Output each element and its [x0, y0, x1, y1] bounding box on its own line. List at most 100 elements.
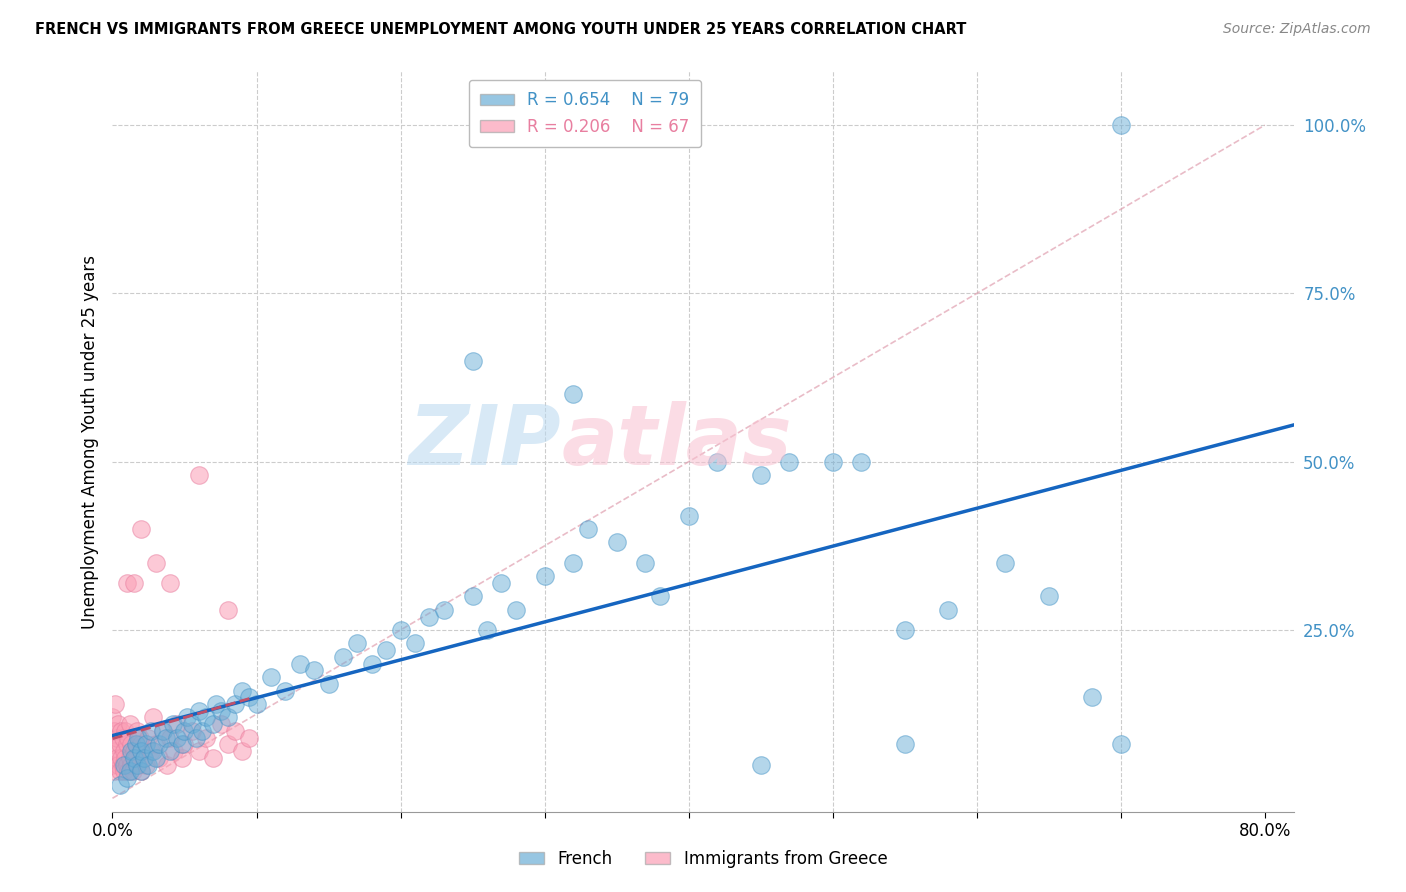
Point [166, 731, 188, 745]
Point [108, 764, 131, 779]
Point [134, 751, 156, 765]
Point [114, 751, 136, 765]
Point [195, 731, 218, 745]
Point [176, 710, 198, 724]
Point [142, 710, 165, 724]
Point [159, 744, 181, 758]
Point [127, 731, 149, 745]
Point [124, 751, 146, 765]
Point [288, 657, 311, 671]
Point [166, 717, 188, 731]
Point [112, 744, 135, 758]
Point [205, 697, 228, 711]
Point [120, 757, 142, 772]
Point [418, 609, 440, 624]
Point [851, 455, 873, 469]
Point [648, 590, 671, 604]
Point [170, 751, 193, 765]
Point [138, 757, 160, 772]
Point [238, 731, 260, 745]
Point [101, 738, 124, 752]
Point [156, 757, 179, 772]
Text: FRENCH VS IMMIGRANTS FROM GREECE UNEMPLOYMENT AMONG YOUTH UNDER 25 YEARS CORRELA: FRENCH VS IMMIGRANTS FROM GREECE UNEMPLO… [35, 22, 966, 37]
Point [533, 569, 555, 583]
Point [893, 623, 915, 637]
Point [159, 731, 181, 745]
Point [678, 508, 700, 523]
Y-axis label: Unemployment Among Youth under 25 years: Unemployment Among Youth under 25 years [80, 254, 98, 629]
Point [129, 522, 152, 536]
Point [170, 738, 193, 752]
Point [115, 771, 138, 785]
Point [1109, 738, 1132, 752]
Point [706, 455, 728, 469]
Point [1109, 118, 1132, 132]
Point [115, 757, 138, 772]
Point [125, 723, 148, 738]
Point [202, 717, 225, 731]
Point [749, 757, 772, 772]
Point [180, 717, 202, 731]
Point [162, 717, 184, 731]
Point [115, 575, 138, 590]
Point [491, 575, 513, 590]
Point [195, 710, 218, 724]
Point [173, 738, 195, 752]
Point [104, 744, 127, 758]
Point [118, 717, 141, 731]
Point [101, 710, 124, 724]
Point [101, 757, 124, 772]
Point [108, 778, 131, 792]
Point [120, 744, 142, 758]
Point [121, 764, 143, 779]
Point [141, 723, 163, 738]
Point [475, 623, 498, 637]
Point [148, 738, 170, 752]
Point [117, 731, 139, 745]
Point [318, 677, 340, 691]
Point [135, 738, 157, 752]
Point [163, 744, 186, 758]
Point [224, 723, 246, 738]
Point [202, 751, 225, 765]
Point [238, 690, 260, 705]
Text: Source: ZipAtlas.com: Source: ZipAtlas.com [1223, 22, 1371, 37]
Point [1038, 590, 1060, 604]
Legend: R = 0.654    N = 79, R = 0.206    N = 67: R = 0.654 N = 79, R = 0.206 N = 67 [468, 79, 702, 147]
Point [142, 744, 165, 758]
Point [209, 717, 232, 731]
Point [134, 751, 156, 765]
Point [129, 764, 152, 779]
Point [245, 697, 267, 711]
Point [1081, 690, 1104, 705]
Point [778, 455, 800, 469]
Point [606, 535, 628, 549]
Point [141, 744, 163, 758]
Point [108, 738, 131, 752]
Point [110, 751, 132, 765]
Point [125, 757, 148, 772]
Point [209, 704, 232, 718]
Legend: French, Immigrants from Greece: French, Immigrants from Greece [512, 844, 894, 875]
Point [187, 744, 209, 758]
Point [936, 603, 959, 617]
Point [152, 723, 174, 738]
Point [145, 738, 167, 752]
Point [231, 744, 253, 758]
Point [118, 764, 141, 779]
Point [138, 731, 160, 745]
Point [433, 603, 456, 617]
Point [634, 556, 657, 570]
Point [173, 723, 195, 738]
Point [117, 764, 139, 779]
Point [461, 353, 484, 368]
Point [103, 764, 125, 779]
Point [749, 468, 772, 483]
Point [302, 664, 325, 678]
Point [994, 556, 1017, 570]
Point [111, 757, 134, 772]
Point [260, 670, 283, 684]
Point [127, 757, 149, 772]
Point [217, 603, 239, 617]
Point [104, 697, 127, 711]
